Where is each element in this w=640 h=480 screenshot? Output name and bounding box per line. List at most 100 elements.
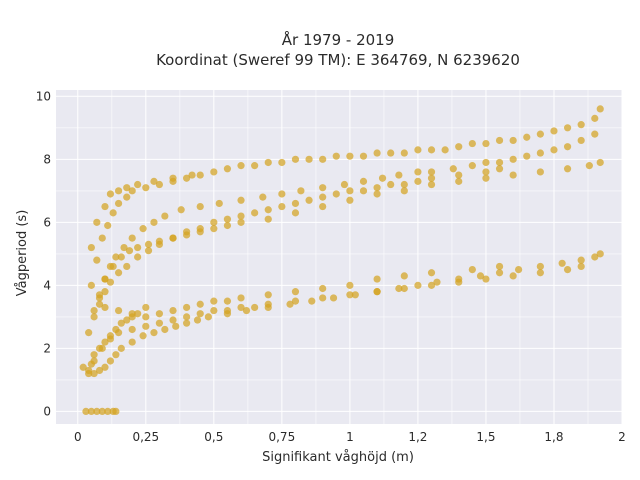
data-point (142, 184, 150, 192)
data-point (400, 180, 408, 189)
data-point (495, 158, 504, 167)
data-point (85, 366, 93, 375)
data-point (114, 199, 123, 208)
data-point (128, 338, 136, 346)
data-point (150, 177, 158, 185)
data-point (509, 155, 517, 163)
data-point (169, 306, 177, 315)
y-tick-label: 10 (36, 89, 51, 103)
data-point (242, 306, 251, 315)
data-point (264, 206, 272, 214)
data-point (82, 407, 90, 415)
data-point (169, 234, 177, 242)
data-point (128, 310, 136, 318)
data-point (536, 130, 544, 138)
data-point (319, 155, 327, 163)
data-point (93, 407, 101, 415)
data-point (196, 310, 204, 318)
data-point (509, 171, 517, 179)
data-point (177, 206, 185, 214)
data-point (90, 313, 98, 321)
data-point (550, 127, 558, 135)
data-point (332, 152, 340, 160)
data-point (319, 193, 327, 201)
data-point (291, 155, 300, 163)
data-point (319, 202, 327, 211)
data-point (87, 281, 95, 289)
data-point (95, 300, 104, 308)
data-point (558, 259, 566, 267)
y-tick-label: 2 (43, 341, 51, 355)
data-point (264, 158, 272, 167)
data-point (373, 149, 381, 157)
data-points (79, 105, 604, 415)
data-point (150, 218, 158, 226)
data-point (128, 325, 136, 334)
data-point (414, 281, 422, 289)
data-point (183, 319, 191, 327)
data-point (373, 190, 381, 198)
data-point (101, 288, 109, 296)
data-point (251, 209, 259, 217)
data-point (346, 152, 354, 160)
data-point (346, 187, 354, 195)
data-point (106, 357, 115, 365)
data-point (359, 187, 368, 195)
data-point (98, 234, 106, 242)
data-point (150, 329, 158, 337)
data-point (563, 165, 572, 173)
data-point (596, 105, 604, 113)
data-point (144, 240, 153, 248)
data-point (482, 174, 490, 182)
x-tick-label: 0,5 (204, 430, 223, 444)
data-point (223, 221, 232, 230)
data-point (378, 174, 387, 182)
data-point (106, 190, 115, 198)
data-point (101, 363, 109, 371)
data-point (101, 275, 109, 283)
data-point (509, 136, 517, 145)
data-point (106, 262, 115, 271)
data-point (210, 168, 218, 176)
data-point (188, 171, 196, 179)
x-tick-label: 0,75 (268, 430, 295, 444)
data-point (373, 288, 381, 296)
data-point (427, 168, 436, 176)
data-point (98, 344, 106, 352)
data-point (400, 187, 408, 195)
data-point (563, 124, 572, 132)
data-point (346, 291, 354, 299)
x-tick-label: 0 (74, 430, 82, 444)
data-point (278, 190, 286, 198)
y-tick-label: 6 (43, 215, 51, 229)
data-point (264, 215, 272, 223)
data-point (414, 146, 422, 154)
x-tick-label: 1,5 (476, 430, 495, 444)
data-point (128, 234, 136, 242)
data-point (291, 199, 300, 208)
data-point (90, 369, 98, 378)
data-point (414, 177, 422, 185)
data-point (204, 313, 212, 321)
data-point (183, 313, 191, 321)
data-point (585, 162, 593, 170)
data-point (128, 187, 136, 195)
data-point (291, 297, 300, 305)
data-point (101, 303, 109, 312)
data-point (196, 228, 204, 236)
data-point (169, 174, 177, 182)
chart-title: År 1979 - 2019 (282, 30, 395, 49)
data-point (193, 316, 202, 324)
data-point (155, 319, 164, 327)
data-point (139, 332, 147, 340)
data-point (169, 316, 177, 324)
data-point (210, 225, 218, 233)
data-point (183, 174, 191, 182)
data-point (237, 212, 245, 220)
data-point (495, 262, 504, 271)
data-point (117, 319, 125, 327)
y-tick-label: 0 (43, 404, 51, 418)
data-point (125, 247, 134, 255)
y-axis-ticks: 0 2 4 6 8 10 (36, 89, 51, 418)
